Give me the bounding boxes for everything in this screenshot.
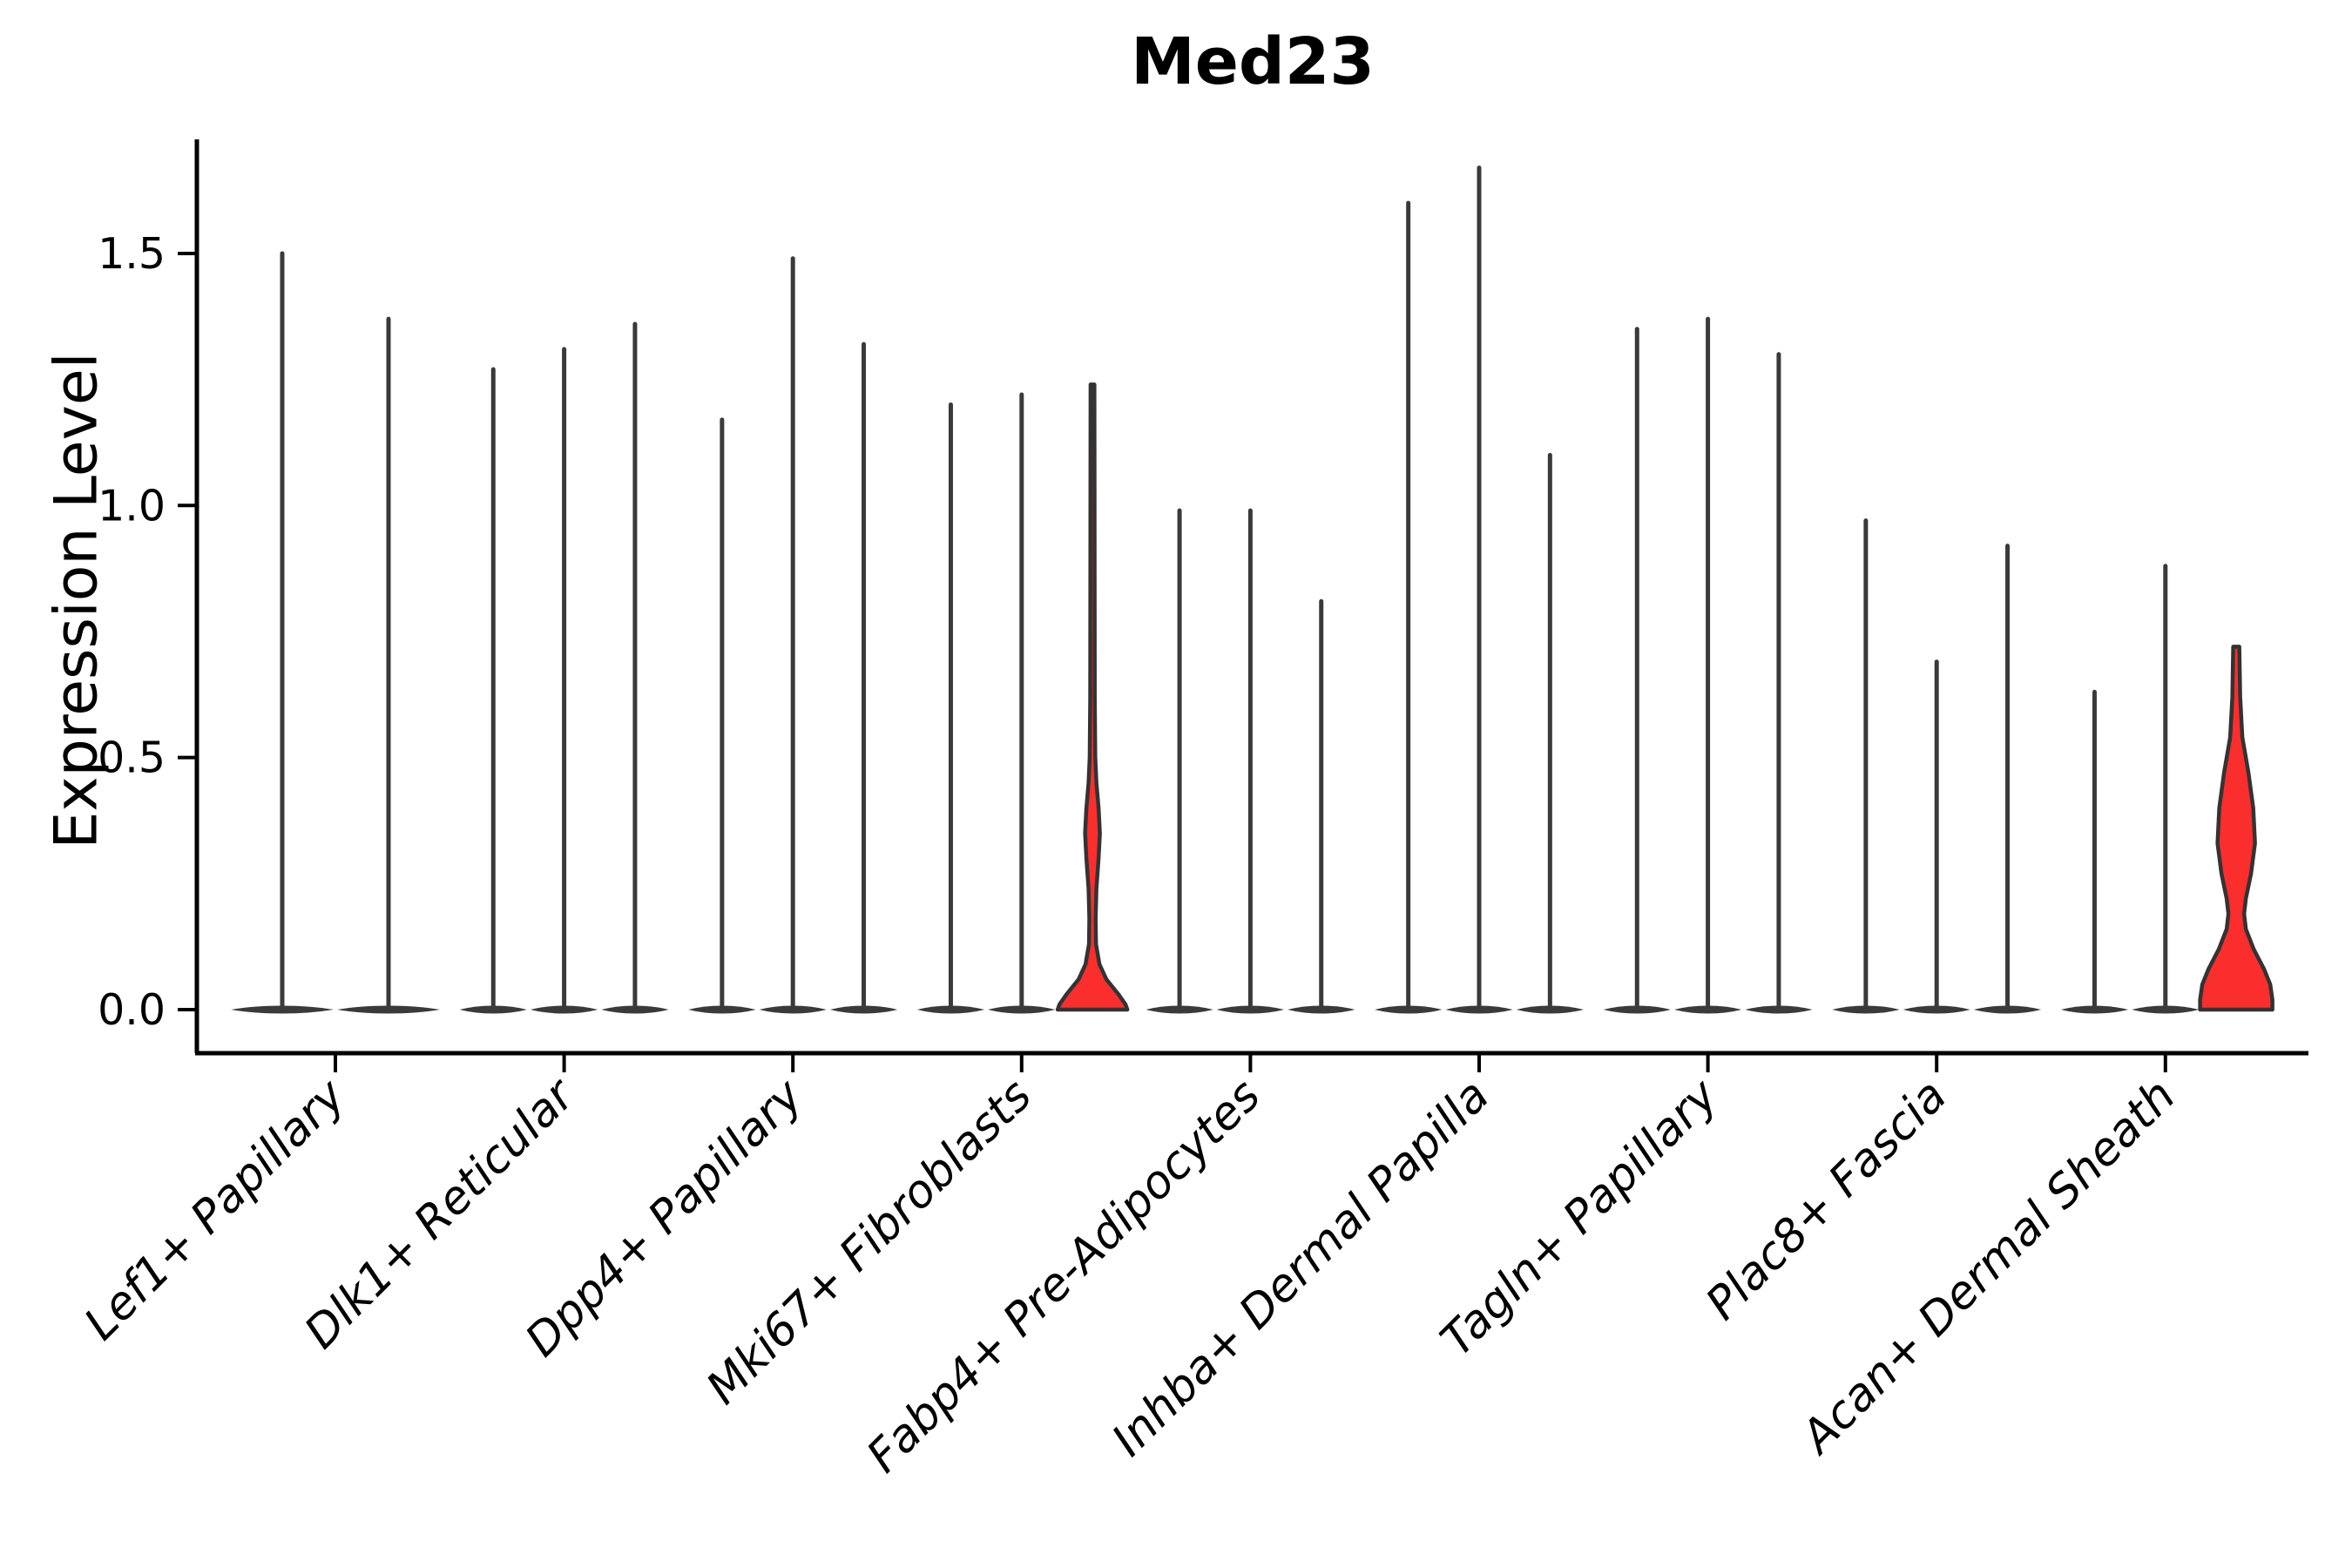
y-tick-label: 0.0 [98,985,166,1035]
x-tick-label: Plac8+ Fascia [1696,1070,1957,1330]
violin-highlighted [1055,382,1130,1012]
y-tick-label: 1.0 [98,481,166,531]
x-tick-label: Inhba+ Dermal Papilla [1102,1070,1499,1467]
chart-title: Med23 [1131,24,1375,99]
y-tick-label: 1.5 [98,229,166,279]
x-tick-label: Acan+ Dermal Sheath [1790,1070,2186,1465]
violin-highlighted [2198,645,2274,1012]
x-tick-label: Fabp4+ Pre-Adipocytes [857,1070,1271,1484]
y-tick-label: 0.5 [98,733,166,783]
